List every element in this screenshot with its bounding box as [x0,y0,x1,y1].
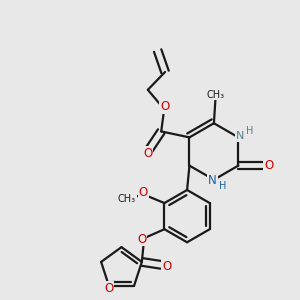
Text: CH₃: CH₃ [118,194,136,204]
Text: O: O [104,282,113,295]
Text: O: O [160,100,170,113]
Text: N: N [236,131,244,142]
Text: CH₃: CH₃ [207,90,225,100]
Text: O: O [139,186,148,199]
Text: H: H [219,181,226,191]
Text: O: O [162,260,171,273]
Text: O: O [264,159,274,172]
Text: O: O [137,232,146,245]
Text: N: N [208,174,217,187]
Text: H: H [246,126,253,136]
Text: O: O [143,147,152,160]
